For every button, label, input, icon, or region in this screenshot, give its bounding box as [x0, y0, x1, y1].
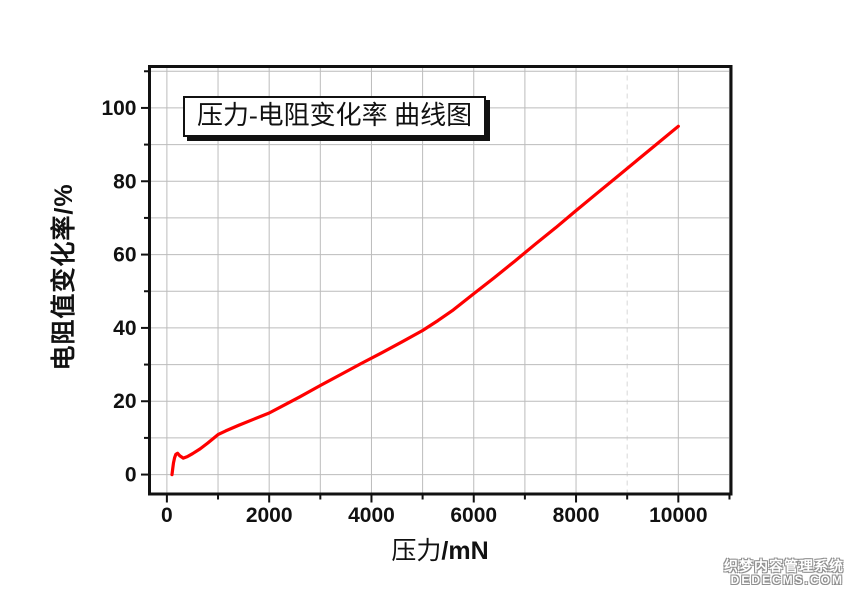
x-tick-label: 4000 [348, 504, 395, 527]
watermark: 织梦内容管理系统 DEDECMS.COM [724, 558, 844, 588]
x-axis-label: 压力/mN [391, 531, 488, 567]
y-tick-label: 80 [113, 170, 136, 193]
y-tick-label: 40 [113, 317, 136, 340]
x-tick-label: 10000 [649, 504, 707, 527]
chart-title: 压力-电阻变化率 曲线图 [197, 101, 473, 130]
watermark-line1: 织梦内容管理系统 [724, 558, 844, 575]
y-tick-label: 0 [125, 464, 137, 487]
chart-title-box: 压力-电阻变化率 曲线图 [183, 96, 487, 138]
y-axis-label-text: 电阻值变化率/% [50, 183, 78, 371]
watermark-line2: DEDECMS.COM [730, 573, 844, 588]
y-tick-label: 100 [101, 97, 136, 120]
y-tick-label: 60 [113, 244, 136, 267]
x-tick-label: 6000 [450, 504, 497, 527]
x-tick-label: 2000 [246, 504, 293, 527]
data-curve [170, 124, 680, 477]
x-tick-label: 0 [161, 504, 173, 527]
x-axis-label-text: 压力 [391, 538, 442, 565]
x-tick-label: 8000 [553, 504, 600, 527]
y-axis-label: 电阻值变化率/% [44, 183, 80, 370]
y-axis-unit: /% [50, 183, 78, 215]
x-axis-unit: /mN [441, 537, 489, 565]
y-tick-label: 20 [113, 390, 136, 413]
plot-frame [148, 65, 733, 496]
